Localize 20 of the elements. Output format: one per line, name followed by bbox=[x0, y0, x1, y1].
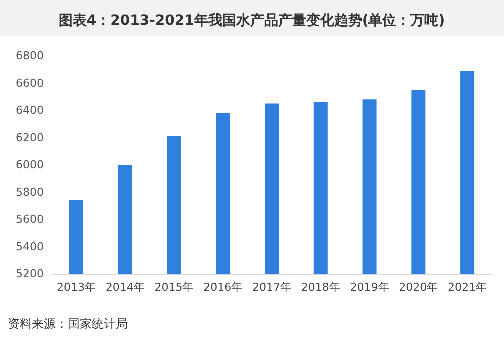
y-tick-label: 5400 bbox=[16, 240, 44, 254]
y-tick-label: 6000 bbox=[16, 158, 44, 172]
y-tick-label: 5600 bbox=[16, 213, 44, 226]
y-tick-label: 6200 bbox=[16, 131, 44, 144]
y-tick-label: 6600 bbox=[16, 76, 44, 90]
y-tick-label: 6800 bbox=[16, 50, 44, 62]
x-tick-label: 2018年 bbox=[301, 281, 340, 294]
x-tick-label: 2020年 bbox=[399, 281, 438, 294]
y-tick-label: 6400 bbox=[16, 104, 44, 117]
text: 资料来源：国家统计局 bbox=[8, 317, 128, 331]
x-tick-label: 2013年 bbox=[56, 281, 96, 294]
x-tick-label: 2014年 bbox=[106, 281, 145, 294]
x-tick-label: 2019年 bbox=[350, 281, 390, 294]
chart-title: 图表4：2013-2021年我国水产品产量变化趋势(单位：万吨) bbox=[58, 12, 446, 29]
x-tick-label: 2015年 bbox=[154, 281, 194, 294]
x-tick-label: 2016年 bbox=[204, 281, 243, 294]
x-tick-label: 2021年 bbox=[448, 281, 488, 294]
y-tick-label: 5800 bbox=[16, 186, 44, 199]
y-tick-label: 5200 bbox=[16, 268, 44, 280]
x-tick-label: 2017年 bbox=[252, 281, 292, 294]
